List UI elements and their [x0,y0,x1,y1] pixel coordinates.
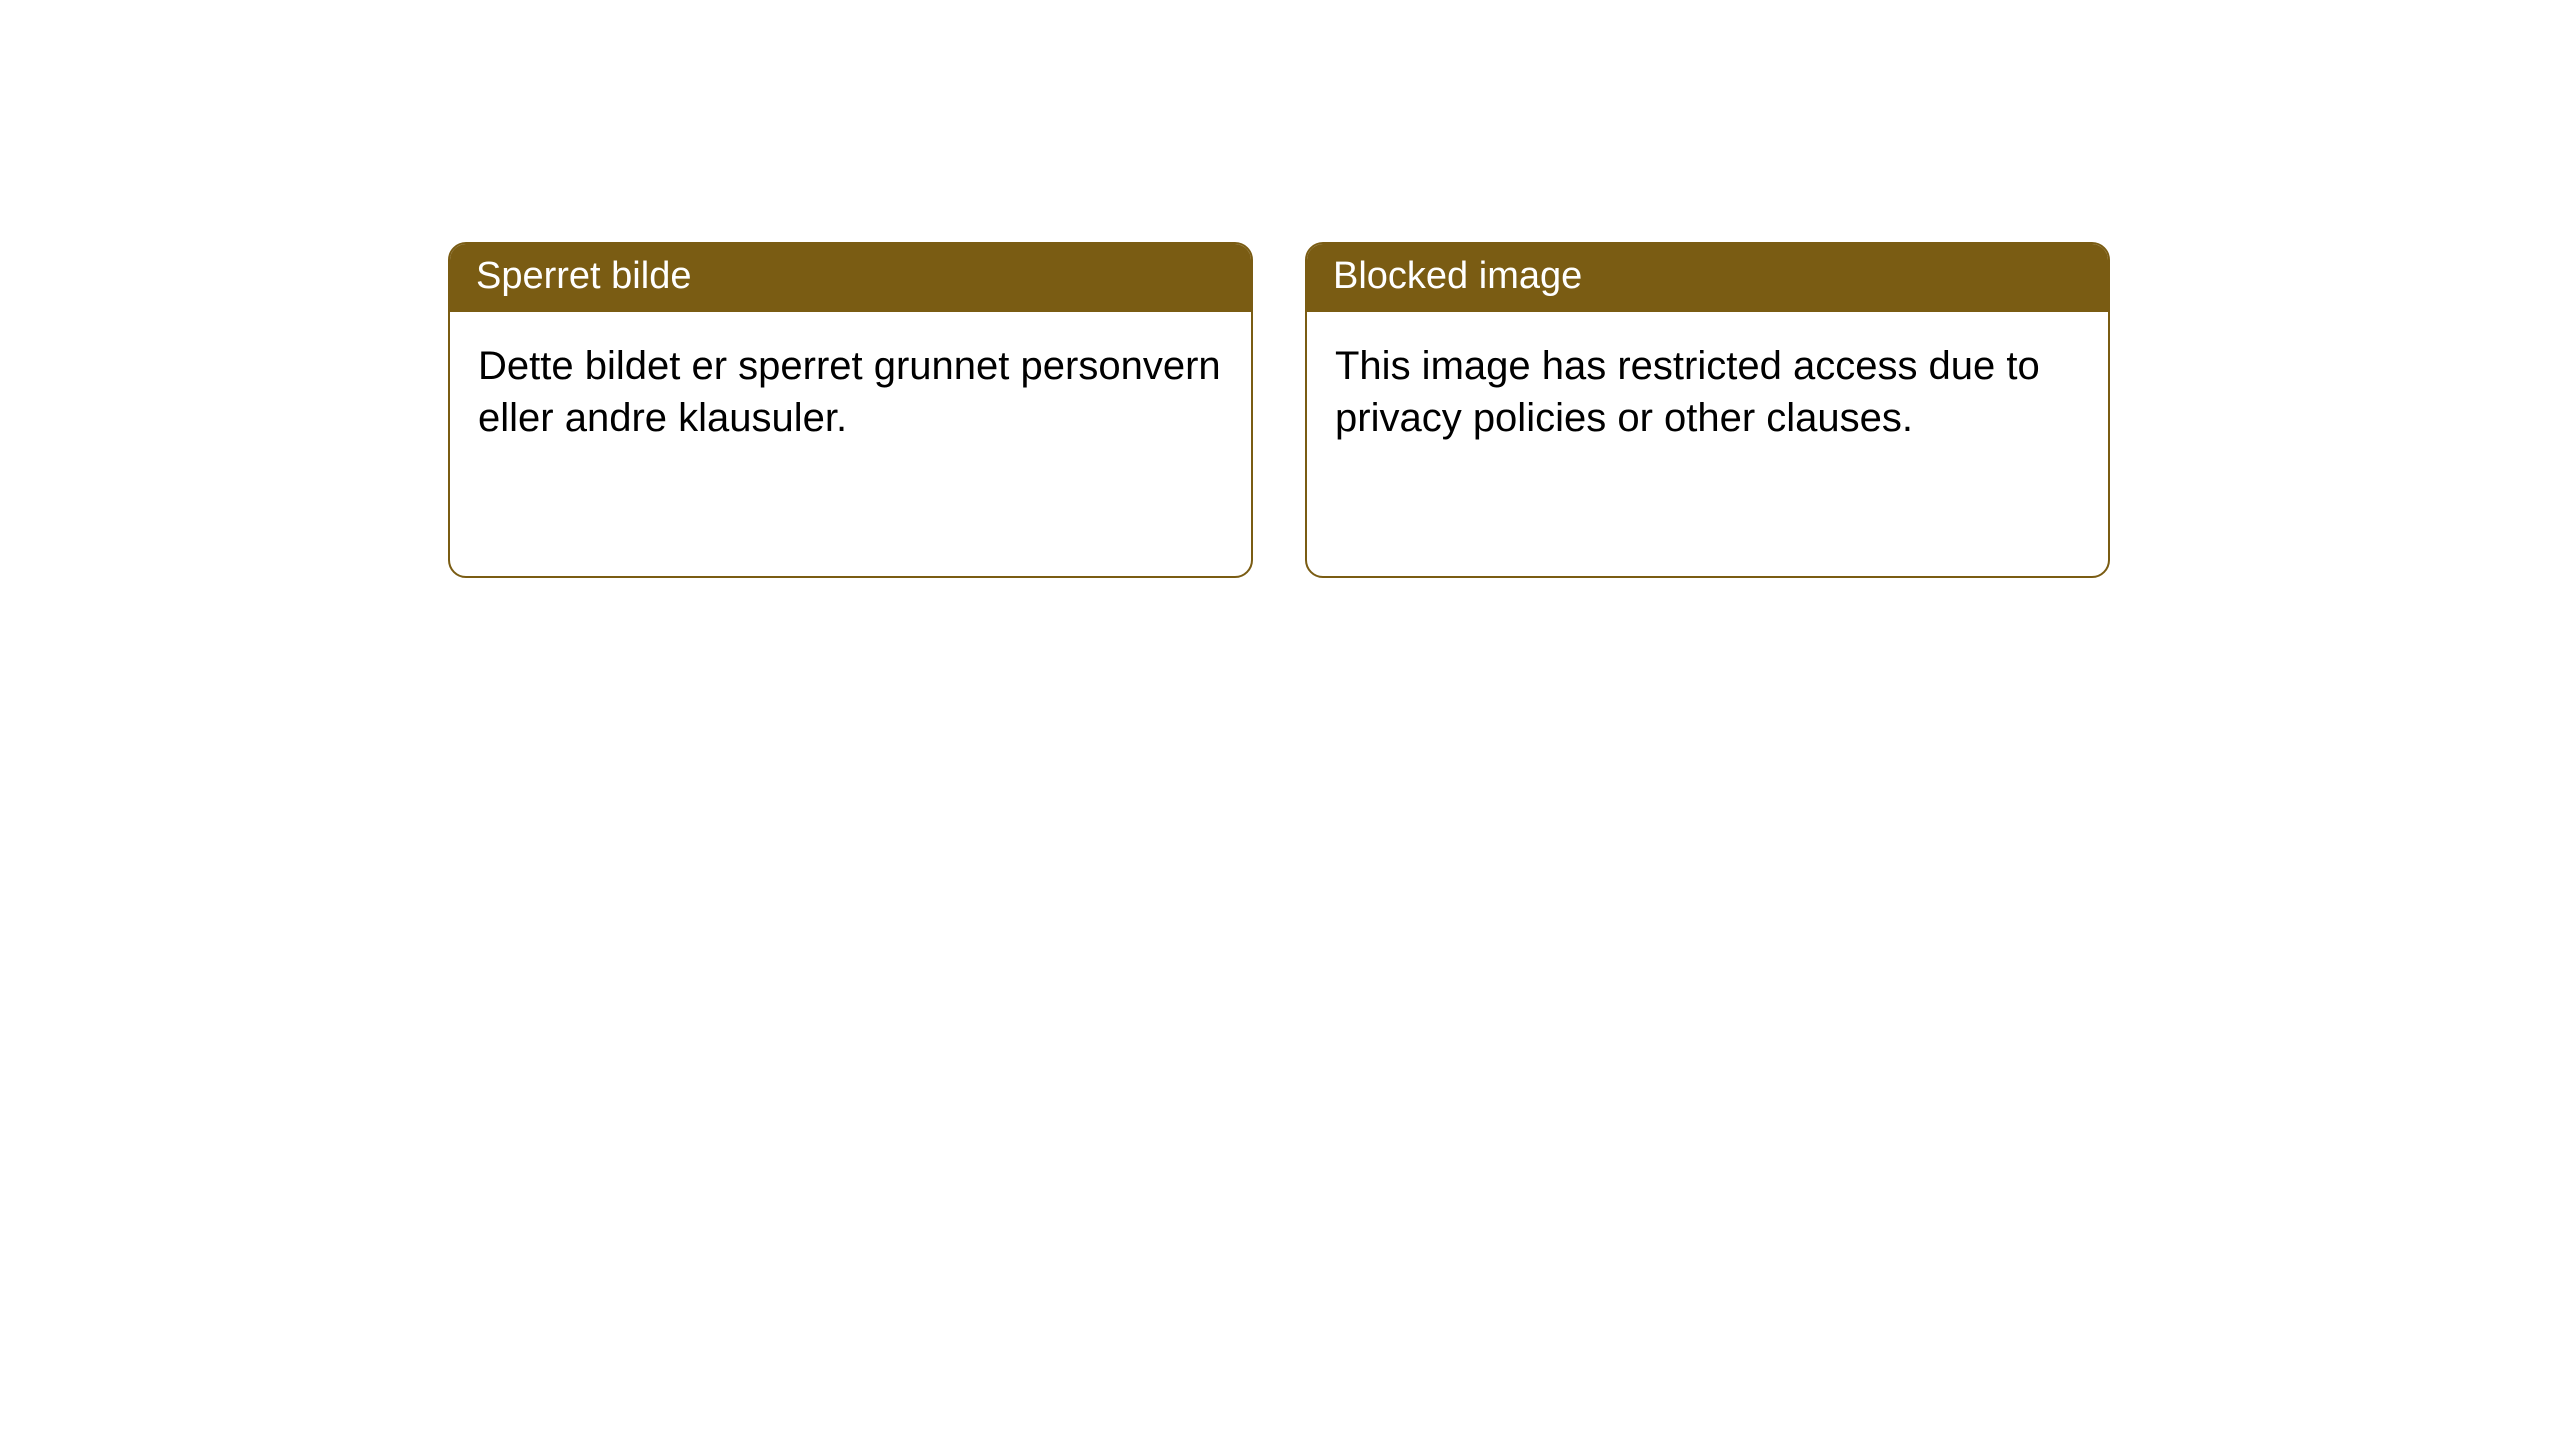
notice-card-norwegian: Sperret bilde Dette bildet er sperret gr… [448,242,1253,578]
notice-body-english: This image has restricted access due to … [1307,312,2108,474]
notice-header-norwegian: Sperret bilde [450,244,1251,312]
notice-container: Sperret bilde Dette bildet er sperret gr… [0,0,2560,578]
notice-header-english: Blocked image [1307,244,2108,312]
notice-card-english: Blocked image This image has restricted … [1305,242,2110,578]
notice-body-norwegian: Dette bildet er sperret grunnet personve… [450,312,1251,474]
